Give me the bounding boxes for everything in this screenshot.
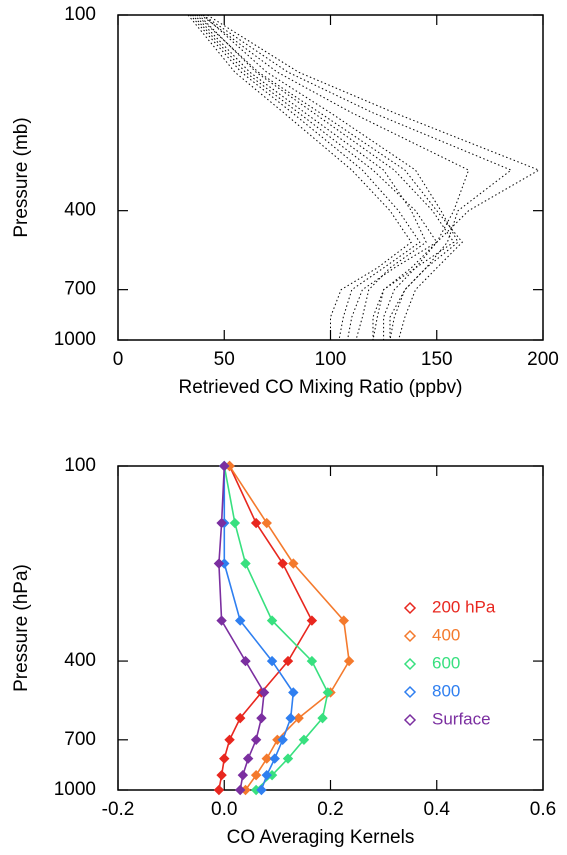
marker bbox=[256, 712, 267, 724]
x-tick-label: 50 bbox=[214, 349, 235, 370]
y-tick-label: 1000 bbox=[54, 329, 96, 350]
legend-marker bbox=[403, 657, 417, 671]
y-tick-label: 100 bbox=[64, 455, 96, 476]
marker bbox=[317, 712, 328, 724]
profile-line bbox=[202, 14, 513, 340]
marker bbox=[338, 615, 349, 626]
marker bbox=[234, 615, 246, 626]
marker bbox=[229, 517, 241, 529]
x-tick-label: 100 bbox=[315, 349, 347, 370]
x-tick-label: 0.0 bbox=[211, 799, 237, 820]
marker bbox=[250, 769, 262, 781]
marker bbox=[213, 784, 225, 796]
x-tick-label: -0.2 bbox=[102, 799, 135, 820]
profile-line bbox=[192, 14, 438, 341]
profile-line bbox=[200, 14, 470, 340]
plot-frame bbox=[117, 14, 544, 341]
marker bbox=[306, 615, 318, 626]
x-tick-label: 150 bbox=[421, 349, 453, 370]
y-tick-label: 1000 bbox=[54, 779, 96, 800]
marker bbox=[269, 753, 280, 764]
x-axis-label: Retrieved CO Mixing Ratio (ppbv) bbox=[178, 377, 462, 398]
marker bbox=[343, 655, 355, 667]
marker bbox=[288, 687, 299, 698]
x-tick-label: 200 bbox=[527, 349, 559, 370]
marker bbox=[282, 753, 294, 764]
marker bbox=[277, 558, 288, 569]
marker bbox=[240, 655, 251, 667]
profile-line bbox=[187, 14, 412, 340]
marker bbox=[282, 655, 294, 667]
marker bbox=[306, 655, 318, 667]
marker bbox=[261, 517, 272, 529]
legend-marker bbox=[403, 601, 417, 615]
legend-label: 600 bbox=[432, 653, 460, 672]
marker bbox=[266, 615, 278, 626]
legend-label: 400 bbox=[432, 625, 460, 644]
legend-marker bbox=[403, 713, 417, 727]
marker bbox=[250, 517, 262, 529]
legend-label: Surface bbox=[432, 709, 491, 728]
x-tick-label: 0.6 bbox=[530, 799, 556, 820]
marker bbox=[288, 558, 299, 569]
legend-label: 800 bbox=[432, 681, 460, 700]
marker bbox=[219, 753, 230, 764]
legend-marker bbox=[403, 685, 417, 699]
marker bbox=[256, 784, 267, 796]
y-axis-label: Pressure (hPa) bbox=[11, 564, 32, 692]
legend-label: 200 hPa bbox=[432, 597, 496, 616]
marker bbox=[216, 517, 227, 529]
marker bbox=[234, 784, 246, 796]
marker bbox=[224, 734, 235, 746]
marker bbox=[322, 687, 334, 698]
marker bbox=[293, 712, 304, 724]
profile-line bbox=[198, 14, 455, 341]
marker bbox=[298, 734, 310, 746]
profile-line bbox=[228, 465, 350, 791]
profile-line bbox=[189, 14, 421, 341]
x-tick-label: 0 bbox=[113, 349, 124, 370]
y-tick-label: 700 bbox=[64, 729, 96, 750]
marker bbox=[240, 558, 251, 569]
marker bbox=[258, 687, 270, 698]
profile-line bbox=[202, 14, 459, 341]
marker bbox=[285, 712, 296, 724]
y-tick-label: 400 bbox=[64, 650, 96, 671]
y-axis-label: Pressure (mb) bbox=[11, 117, 32, 237]
marker bbox=[216, 769, 227, 781]
marker bbox=[216, 615, 227, 626]
marker bbox=[242, 753, 254, 764]
y-tick-label: 400 bbox=[64, 200, 96, 221]
y-tick-label: 100 bbox=[64, 4, 96, 25]
marker bbox=[219, 460, 230, 472]
marker bbox=[266, 655, 278, 667]
legend-marker bbox=[403, 629, 417, 643]
marker bbox=[237, 769, 249, 781]
y-tick-label: 700 bbox=[64, 279, 96, 300]
plot-frame bbox=[117, 465, 544, 791]
marker bbox=[250, 734, 262, 746]
marker bbox=[213, 558, 225, 569]
x-tick-label: 0.2 bbox=[317, 799, 343, 820]
marker bbox=[234, 712, 246, 724]
marker bbox=[261, 753, 272, 764]
x-axis-label: CO Averaging Kernels bbox=[227, 827, 415, 848]
marker bbox=[261, 769, 272, 781]
x-tick-label: 0.4 bbox=[424, 799, 451, 820]
profile-line bbox=[194, 14, 427, 341]
marker bbox=[277, 734, 288, 746]
profile-line bbox=[196, 14, 463, 341]
